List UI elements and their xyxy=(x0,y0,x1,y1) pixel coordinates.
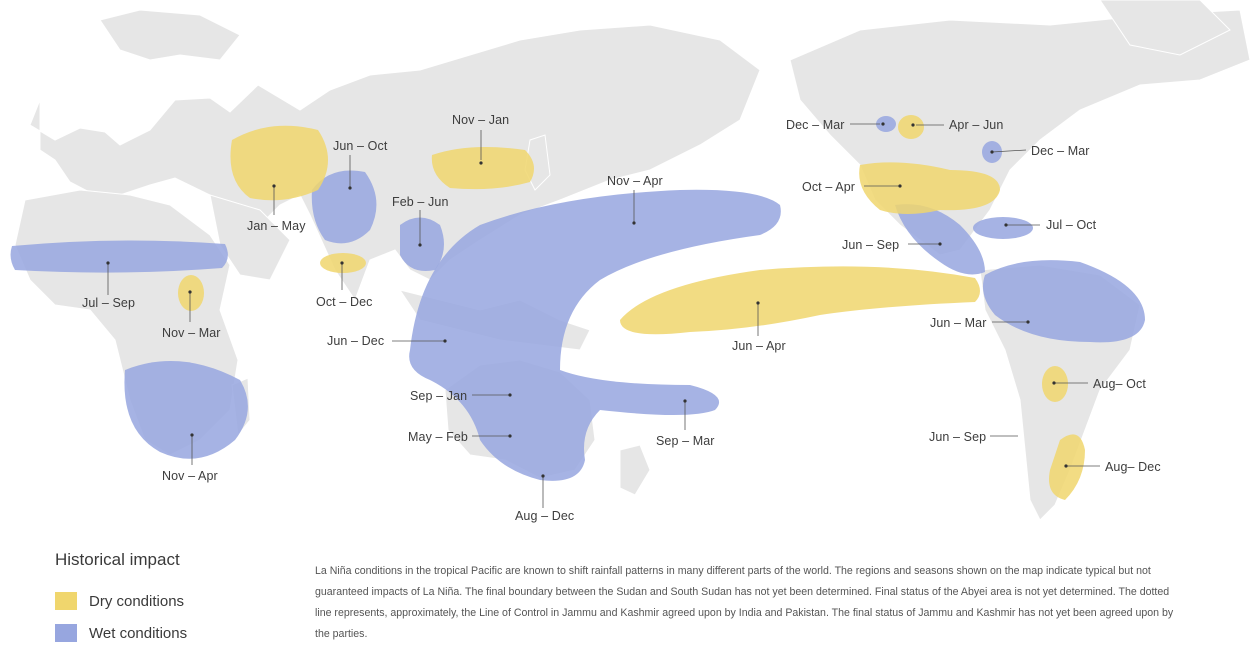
map-label-jan-may: Jan – May xyxy=(247,219,306,233)
map-label-aug-dec-argentina: Aug– Dec xyxy=(1105,460,1161,474)
map-label-jun-mar: Jun – Mar xyxy=(930,316,987,330)
map-label-aug-dec-australia: Aug – Dec xyxy=(515,509,575,523)
map-label-oct-dec: Oct – Dec xyxy=(316,295,373,309)
map-footnote: La Niña conditions in the tropical Pacif… xyxy=(315,565,1174,640)
wet-region-southern-africa xyxy=(124,361,248,459)
dry-swatch-icon xyxy=(55,592,77,610)
map-label-may-feb: May – Feb xyxy=(408,430,468,444)
wet-region-caribbean xyxy=(973,217,1033,239)
map-label-nov-jan: Nov – Jan xyxy=(452,113,510,127)
dry-region-south-us xyxy=(859,162,1000,214)
map-label-aug-oct: Aug– Oct xyxy=(1093,377,1146,391)
map-label-nov-apr-africa: Nov – Apr xyxy=(162,469,218,483)
region-markers xyxy=(106,122,1068,478)
map-label-sep-jan: Sep – Jan xyxy=(410,389,468,403)
dry-region-east-asia xyxy=(431,146,534,190)
wet-region-central-america xyxy=(895,204,985,275)
dry-regions xyxy=(178,115,1085,500)
map-label-jun-sep-chile: Jun – Sep xyxy=(929,430,987,444)
legend-label-wet: Wet conditions xyxy=(89,624,188,642)
map-label-dec-mar-east: Dec – Mar xyxy=(1031,144,1090,158)
map-label-jul-sep: Jul – Sep xyxy=(82,296,136,310)
wet-region-north-us xyxy=(876,116,896,132)
wet-region-se-asia xyxy=(400,217,444,271)
wet-region-india xyxy=(311,170,377,244)
map-label-jun-dec: Jun – Dec xyxy=(327,334,385,348)
map-label-nov-mar: Nov – Mar xyxy=(162,326,221,340)
map-label-jun-sep-central-america: Jun – Sep xyxy=(842,238,900,252)
legend-label-dry: Dry conditions xyxy=(89,592,185,610)
legend-title: Historical impact xyxy=(55,550,180,569)
land-new-zealand xyxy=(619,444,651,496)
map-label-sep-mar: Sep – Mar xyxy=(656,434,715,448)
map-label-jun-oct: Jun – Oct xyxy=(333,139,388,153)
wet-region-pacific-maritime xyxy=(409,189,781,481)
dry-region-west-asia xyxy=(230,125,328,201)
dry-region-central-pacific xyxy=(620,266,980,335)
map-label-oct-apr: Oct – Apr xyxy=(802,180,856,194)
map-label-dec-mar-north: Dec – Mar xyxy=(786,118,845,132)
land-europe-north xyxy=(99,9,241,61)
wet-region-sahel xyxy=(10,240,228,273)
map-label-jun-apr: Jun – Apr xyxy=(732,339,786,353)
map-label-jul-oct: Jul – Oct xyxy=(1046,218,1097,232)
leader-lines xyxy=(107,123,1100,508)
dry-region-north-us xyxy=(898,115,924,139)
wet-swatch-icon xyxy=(55,624,77,642)
legend-item-wet: Wet conditions xyxy=(55,624,187,642)
map-label-apr-jun: Apr – Jun xyxy=(949,118,1004,132)
world-map xyxy=(10,0,1251,521)
land-greenland xyxy=(1099,0,1231,56)
legend-item-dry: Dry conditions xyxy=(55,592,184,610)
map-label-nov-apr-pacific: Nov – Apr xyxy=(607,174,663,188)
map-label-feb-jun: Feb – Jun xyxy=(392,195,449,209)
